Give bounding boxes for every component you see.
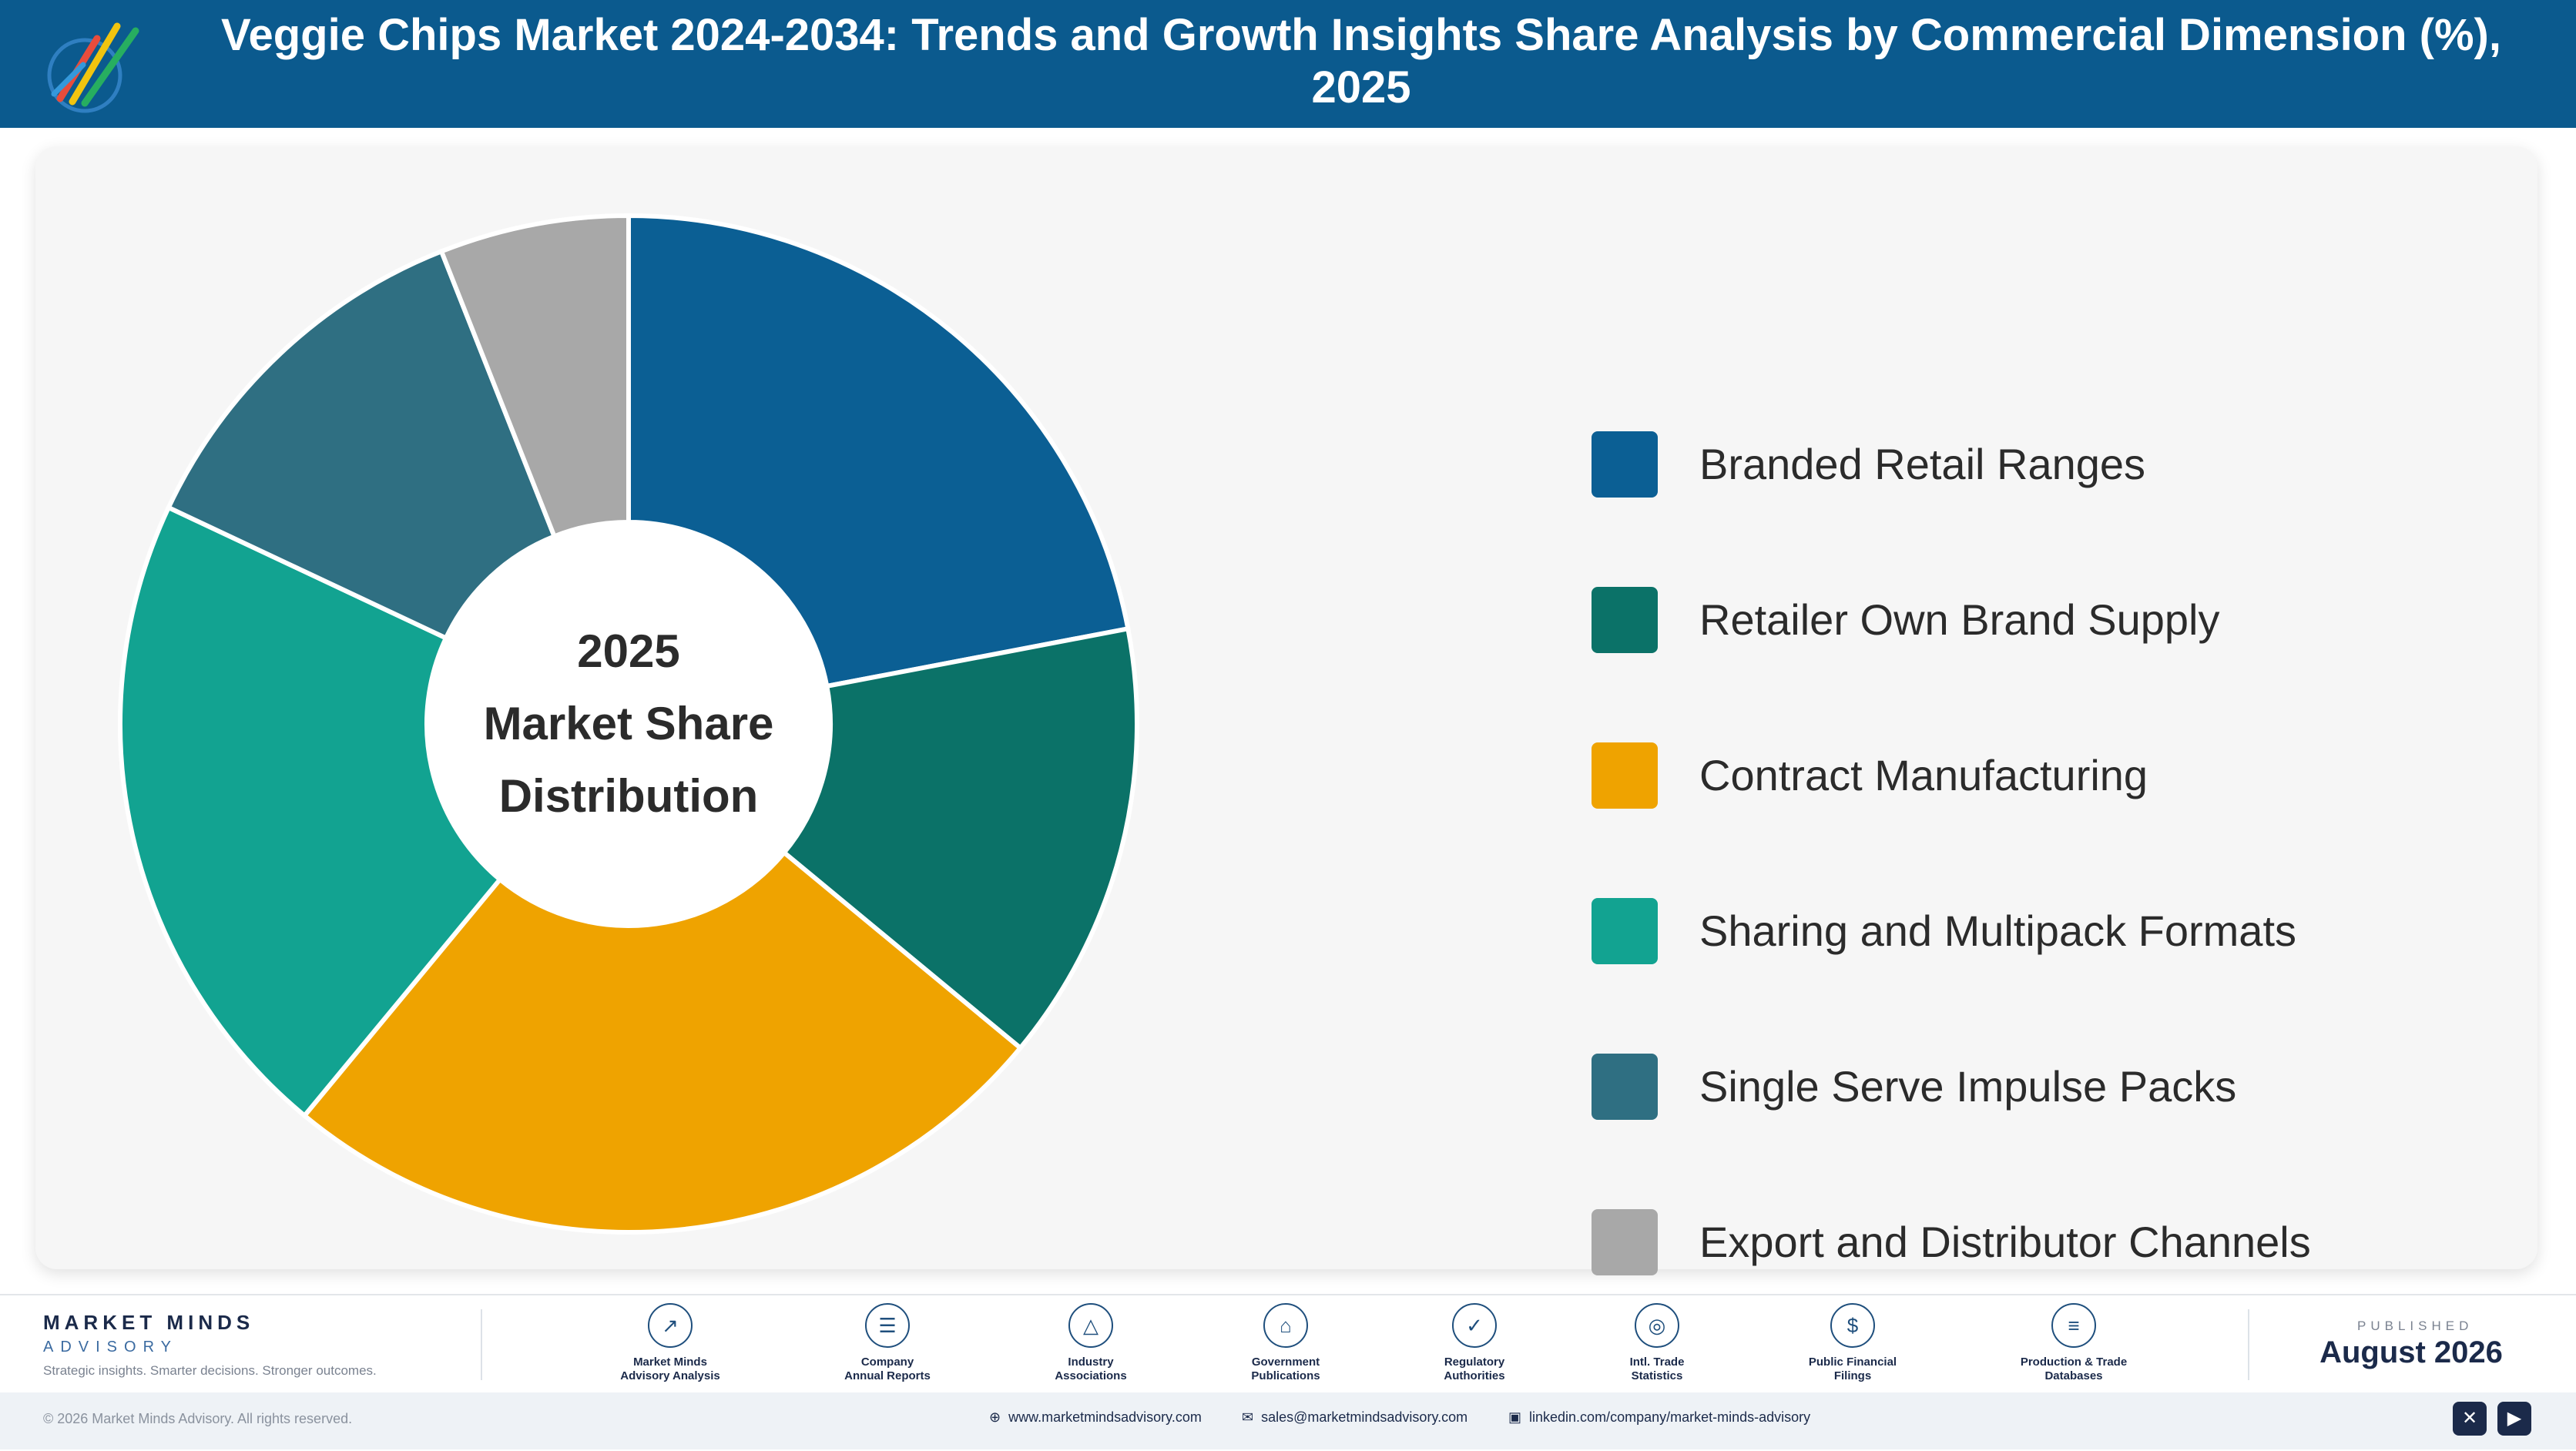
legend-swatch [1592, 742, 1658, 809]
center-label-year: 2025 [577, 625, 680, 677]
published-label: PUBLISHED [2357, 1319, 2474, 1333]
legend-item: Branded Retail Ranges [1592, 431, 2516, 498]
legend-label: Contract Manufacturing [1699, 751, 2148, 799]
legend-item: Single Serve Impulse Packs [1592, 1054, 2516, 1120]
legend-swatch [1592, 898, 1658, 964]
source-label: Industry Associations [1055, 1355, 1127, 1382]
legend-swatch [1592, 587, 1658, 653]
footer-divider [2248, 1309, 2249, 1380]
dollar-coin-icon: $ [1830, 1303, 1875, 1348]
donut-hole [427, 522, 830, 926]
legend-item: Export and Distributor Channels [1592, 1209, 2516, 1275]
legend-item: Contract Manufacturing [1592, 742, 2516, 809]
email-text: sales@marketmindsadvisory.com [1261, 1409, 1468, 1425]
website-text: www.marketmindsadvisory.com [1008, 1409, 1202, 1425]
source-item: ✓ Regulatory Authorities [1390, 1303, 1559, 1383]
bottom-bar: © 2026 Market Minds Advisory. All rights… [0, 1392, 2576, 1449]
published-date: August 2026 [2319, 1335, 2503, 1369]
government-building-icon: ⌂ [1263, 1303, 1308, 1348]
linkedin-link[interactable]: ▣ linkedin.com/company/market-minds-advis… [1508, 1409, 1810, 1426]
source-item: ≡ Production & Trade Databases [1989, 1303, 2158, 1383]
donut-center-label: 2025 Market Share Distribution [436, 615, 821, 833]
source-item: ↗ Market Minds Advisory Analysis [585, 1303, 755, 1383]
brand-tagline: Strategic insights. Smarter decisions. S… [43, 1363, 377, 1378]
legend-swatch [1592, 431, 1658, 498]
source-item: $ Public Financial Filings [1768, 1303, 1937, 1383]
source-item: ⌂ Government Publications [1201, 1303, 1370, 1383]
source-label: Public Financial Filings [1808, 1355, 1897, 1382]
source-label: Company Annual Reports [844, 1355, 931, 1382]
legend-item: Retailer Own Brand Supply [1592, 587, 2516, 653]
header-bar: Veggie Chips Market 2024-2034: Trends an… [0, 0, 2576, 128]
globe-icon: ◎ [1635, 1303, 1679, 1348]
pencil-chart-logo-icon [47, 22, 139, 113]
source-label: Regulatory Authorities [1444, 1355, 1505, 1382]
source-item: △ Industry Associations [1006, 1303, 1176, 1383]
legend-label: Sharing and Multipack Formats [1699, 906, 2297, 955]
legend-label: Branded Retail Ranges [1699, 440, 2146, 488]
copyright-text: © 2026 Market Minds Advisory. All rights… [43, 1411, 353, 1426]
center-label-line2: Market Share [483, 698, 774, 749]
brand-subtitle: ADVISORY [43, 1339, 178, 1355]
source-label: Intl. Trade Statistics [1629, 1355, 1685, 1382]
center-label-line3: Distribution [498, 770, 759, 822]
source-item: ◎ Intl. Trade Statistics [1572, 1303, 1742, 1383]
legend-item: Sharing and Multipack Formats [1592, 898, 2516, 964]
database-icon: ≡ [2051, 1303, 2096, 1348]
x-icon[interactable]: ✕ [2453, 1402, 2487, 1436]
network-icon: △ [1068, 1303, 1113, 1348]
legend-label: Single Serve Impulse Packs [1699, 1062, 2237, 1111]
legend-label: Export and Distributor Channels [1699, 1218, 2311, 1266]
trend-line-icon: ↗ [648, 1303, 693, 1348]
legend-label: Retailer Own Brand Supply [1699, 595, 2220, 644]
shield-check-icon: ✓ [1452, 1303, 1497, 1348]
source-item: ☰ Company Annual Reports [803, 1303, 972, 1383]
source-label: Production & Trade Databases [2020, 1355, 2128, 1382]
document-icon: ☰ [865, 1303, 910, 1348]
email-link[interactable]: ✉ sales@marketmindsadvisory.com [1242, 1409, 1467, 1426]
linkedin-icon: ▣ [1508, 1409, 1522, 1425]
website-link[interactable]: ⊕ www.marketmindsadvisory.com [989, 1409, 1202, 1426]
legend-swatch [1592, 1209, 1658, 1275]
legend-swatch [1592, 1054, 1658, 1120]
brand-name: MARKET MINDS [43, 1311, 255, 1334]
globe-icon: ⊕ [989, 1409, 1001, 1425]
youtube-icon[interactable]: ▶ [2497, 1402, 2531, 1436]
chart-title: Veggie Chips Market 2024-2034: Trends an… [221, 10, 2501, 112]
source-label: Government Publications [1251, 1355, 1320, 1382]
linkedin-text: linkedin.com/company/market-minds-adviso… [1529, 1409, 1811, 1425]
mail-icon: ✉ [1242, 1409, 1254, 1425]
donut-chart [118, 213, 1140, 1235]
source-label: Market Minds Advisory Analysis [620, 1355, 720, 1382]
chart-panel: 2025 Market Share Distribution Branded R… [35, 146, 2537, 1275]
footer-divider [481, 1309, 482, 1380]
